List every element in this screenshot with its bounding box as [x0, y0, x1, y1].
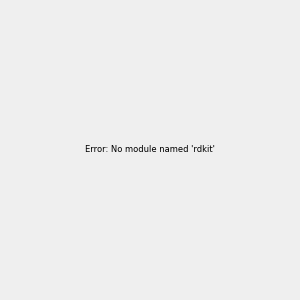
Text: Error: No module named 'rdkit': Error: No module named 'rdkit' [85, 146, 215, 154]
